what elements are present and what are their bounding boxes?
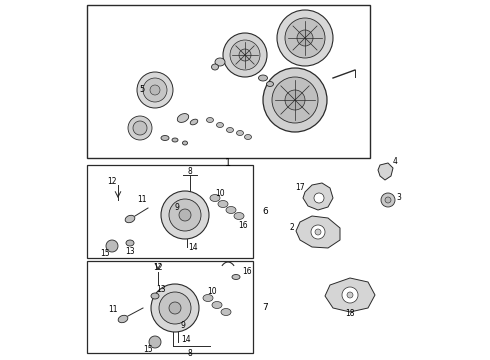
Ellipse shape	[203, 294, 213, 302]
Text: 14: 14	[188, 243, 198, 252]
Bar	[87, 5, 370, 158]
Text: 1: 1	[225, 158, 231, 168]
Text: 9: 9	[174, 203, 179, 212]
Ellipse shape	[215, 58, 225, 66]
Ellipse shape	[182, 141, 188, 145]
Ellipse shape	[212, 64, 219, 70]
Ellipse shape	[212, 302, 222, 309]
Text: 11: 11	[108, 306, 118, 315]
Text: 9: 9	[180, 320, 185, 329]
Text: 7: 7	[262, 302, 268, 311]
Circle shape	[272, 77, 318, 123]
Ellipse shape	[237, 130, 244, 135]
Circle shape	[159, 292, 191, 324]
Ellipse shape	[190, 119, 198, 125]
Text: 12: 12	[153, 262, 163, 271]
Ellipse shape	[151, 293, 159, 299]
Circle shape	[311, 225, 325, 239]
Circle shape	[381, 193, 395, 207]
Text: 4: 4	[393, 158, 398, 166]
Text: 10: 10	[215, 189, 225, 198]
Bar	[87, 165, 253, 258]
Circle shape	[150, 85, 160, 95]
Circle shape	[169, 302, 181, 314]
Ellipse shape	[221, 309, 231, 315]
Text: 15: 15	[100, 248, 110, 257]
Ellipse shape	[217, 122, 223, 127]
Ellipse shape	[210, 194, 220, 202]
Ellipse shape	[232, 274, 240, 279]
Circle shape	[285, 90, 305, 110]
Ellipse shape	[172, 138, 178, 142]
Ellipse shape	[177, 113, 189, 122]
Text: 16: 16	[238, 220, 248, 230]
Circle shape	[128, 116, 152, 140]
Circle shape	[133, 121, 147, 135]
Circle shape	[347, 292, 353, 298]
Text: 10: 10	[207, 288, 217, 297]
Circle shape	[342, 287, 358, 303]
Circle shape	[151, 284, 199, 332]
Circle shape	[285, 18, 325, 58]
Text: 14: 14	[181, 336, 191, 345]
Text: 2: 2	[289, 224, 294, 233]
Circle shape	[169, 199, 201, 231]
Ellipse shape	[245, 135, 251, 139]
Text: 8: 8	[188, 166, 193, 175]
Ellipse shape	[234, 212, 244, 220]
Text: 16: 16	[242, 267, 252, 276]
Text: 15: 15	[143, 346, 153, 355]
Polygon shape	[303, 183, 333, 210]
Ellipse shape	[118, 315, 128, 323]
Ellipse shape	[161, 135, 169, 140]
Circle shape	[297, 30, 313, 46]
Circle shape	[223, 33, 267, 77]
Text: 12: 12	[107, 177, 117, 186]
Polygon shape	[378, 163, 393, 180]
Text: 13: 13	[125, 248, 135, 256]
Circle shape	[239, 49, 251, 61]
Circle shape	[277, 10, 333, 66]
Circle shape	[385, 197, 391, 203]
Ellipse shape	[126, 240, 134, 246]
Ellipse shape	[259, 75, 268, 81]
Circle shape	[143, 78, 167, 102]
Circle shape	[161, 191, 209, 239]
Circle shape	[179, 209, 191, 221]
Circle shape	[315, 229, 321, 235]
Text: 6: 6	[262, 207, 268, 216]
Ellipse shape	[267, 81, 273, 86]
Bar	[87, 261, 253, 353]
Text: 17: 17	[295, 184, 305, 193]
Circle shape	[263, 68, 327, 132]
Circle shape	[137, 72, 173, 108]
Ellipse shape	[206, 117, 214, 122]
Circle shape	[230, 40, 260, 70]
Polygon shape	[325, 278, 375, 312]
Text: 8: 8	[188, 348, 193, 357]
Polygon shape	[296, 216, 340, 248]
Text: 11: 11	[137, 195, 147, 204]
Ellipse shape	[125, 215, 135, 223]
Text: 13: 13	[156, 284, 166, 293]
Ellipse shape	[226, 127, 234, 132]
Text: 5: 5	[139, 85, 145, 94]
Circle shape	[106, 240, 118, 252]
Circle shape	[314, 193, 324, 203]
Text: 3: 3	[396, 194, 401, 202]
Circle shape	[149, 336, 161, 348]
Ellipse shape	[226, 207, 236, 213]
Ellipse shape	[218, 201, 228, 207]
Text: 18: 18	[345, 310, 355, 319]
